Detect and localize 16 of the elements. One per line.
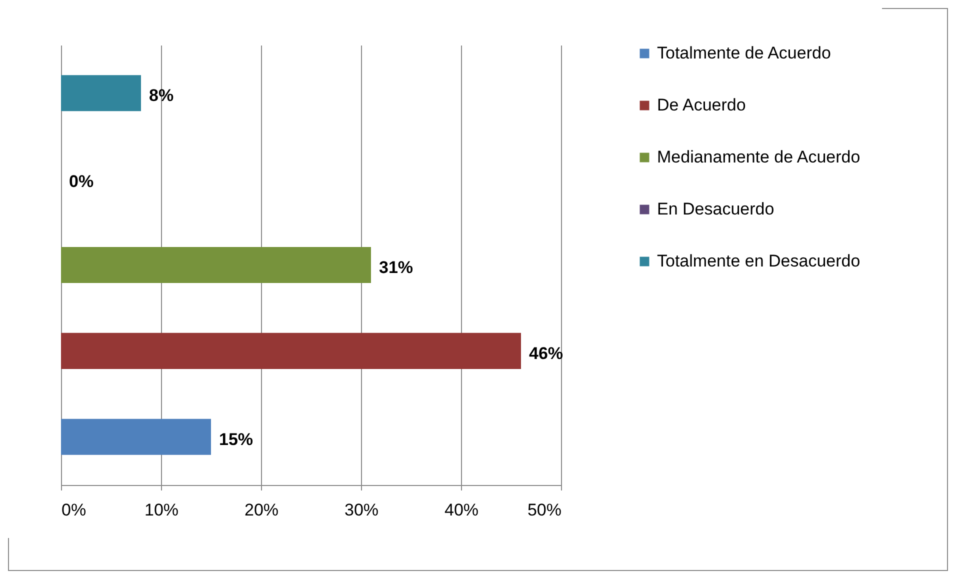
data-label: 8% [149,86,174,106]
legend-label: Medianamente de Acuerdo [657,148,860,166]
data-label: 15% [219,430,254,449]
legend-label: En Desacuerdo [657,200,774,218]
legend-label: De Acuerdo [657,96,746,114]
x-tick-label: 50% [527,500,562,520]
legend-label: Totalmente de Acuerdo [657,44,831,62]
x-tick-label: 10% [144,500,179,520]
data-label: 31% [379,258,414,277]
data-label: 0% [69,172,94,192]
data-label: 46% [529,344,564,363]
x-tick-label: 0% [62,500,86,520]
x-tick-label: 40% [444,500,479,520]
legend-label: Totalmente en Desacuerdo [657,252,860,270]
x-tick-label: 20% [244,500,279,520]
x-tick-label: 30% [344,500,379,520]
